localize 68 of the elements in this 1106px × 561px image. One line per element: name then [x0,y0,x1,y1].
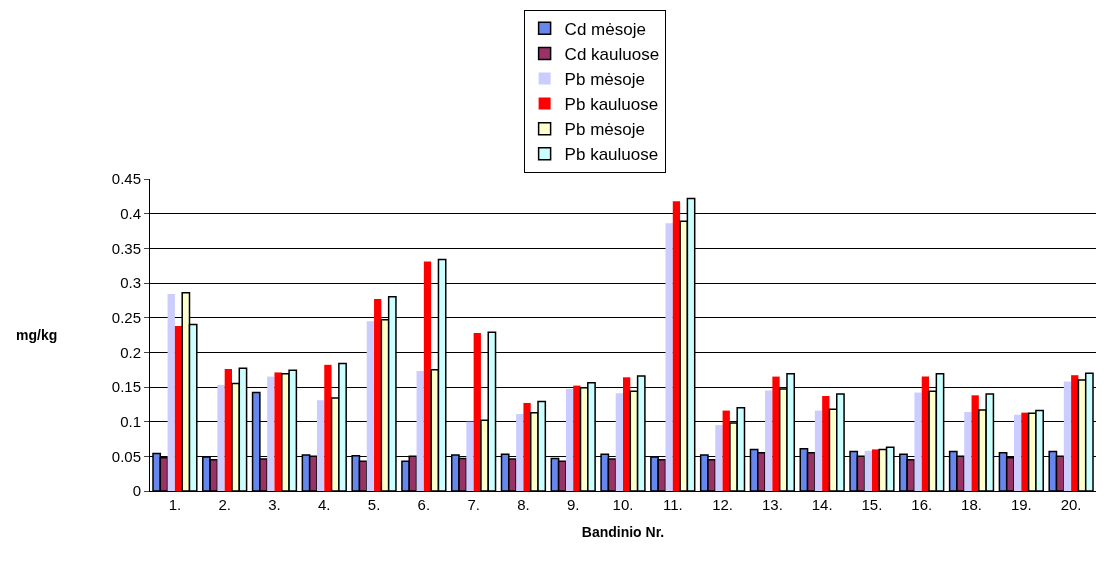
x-tick-label: 11. [662,496,683,513]
bar [765,390,773,491]
bar [416,371,424,491]
legend-label: Cd kauluose [564,45,660,65]
x-tick-label: 16. [911,496,933,513]
bar [274,372,282,491]
y-tick-label: 0.45 [111,170,141,188]
bar [573,385,581,491]
bar [715,425,723,491]
bar [914,392,922,491]
bar [871,449,880,491]
bar [324,364,332,491]
bar [623,377,631,491]
legend-label: Cd mėsoje [564,19,646,39]
x-tick-label: 18. [961,496,982,513]
x-tick-label: 12. [712,496,734,513]
x-tick-label: 1. [168,496,182,513]
x-tick-label: 10. [612,496,634,513]
bar [366,321,375,491]
bar [1063,381,1072,491]
bar [466,421,474,491]
x-tick-label: 6. [417,496,431,513]
y-tick-label: 0.05 [111,447,141,465]
y-tick-label: 0.4 [120,204,141,222]
x-axis-title: Bandinio Nr. [581,524,665,541]
x-tick-label: 8. [517,496,530,513]
bar [523,402,531,491]
x-tick-label: 19. [1010,496,1032,513]
bar [473,332,481,491]
bar [964,411,972,491]
y-tick-label: 0.15 [111,378,141,396]
bar [1014,414,1022,491]
y-tick-label: 0.3 [120,274,141,292]
y-tick-label: 0.2 [120,343,141,361]
x-tick-label: 7. [467,496,480,513]
x-tick-label: 20. [1060,496,1082,513]
y-tick-label: 0.1 [120,412,141,430]
bar [374,298,382,491]
x-tick-label: 5. [367,496,381,513]
x-tick-label: 4. [318,496,331,513]
x-tick-label: 2. [218,496,231,513]
legend-label: Pb kauluose [564,95,659,115]
legend-label: Pb kauluose [564,145,659,165]
y-tick-label: 0.35 [111,239,141,257]
bar [217,384,225,491]
bar [516,414,524,491]
bar [316,400,325,491]
y-axis-title: mg/kg [16,327,58,343]
x-tick-label: 9. [566,496,580,513]
y-tick-label: 0.25 [111,308,141,326]
bar [665,223,673,491]
x-tick-label: 15. [861,496,883,513]
bar [167,294,175,491]
legend-label: Pb mėsoje [564,70,645,90]
bar [565,389,574,491]
bar [822,396,830,491]
bar [814,410,823,491]
bar [615,393,623,491]
bar [267,376,275,491]
x-tick-label: 3. [268,496,281,513]
y-tick-label: 0 [132,482,141,500]
bar [772,376,780,491]
x-tick-label: 13. [761,496,783,513]
bar [864,450,872,491]
bar [1071,375,1079,491]
bar [1021,412,1029,491]
legend-label: Pb mėsoje [564,120,645,140]
x-tick-label: 14. [811,496,833,513]
